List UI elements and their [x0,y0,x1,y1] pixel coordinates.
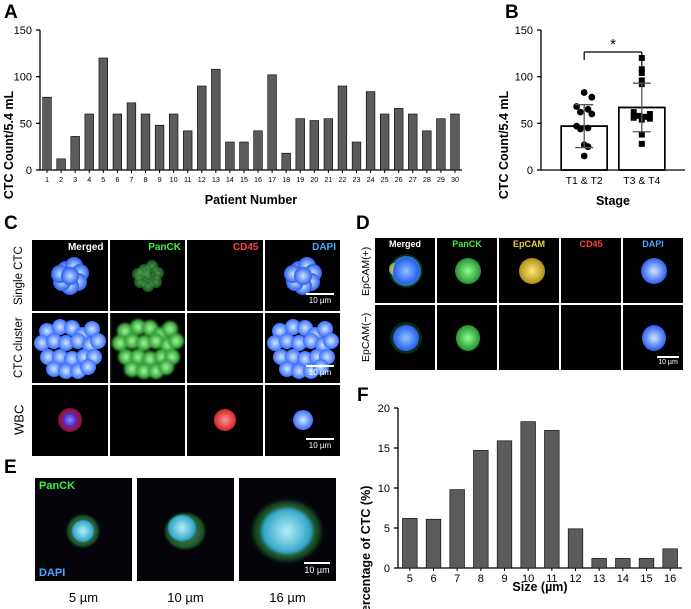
svg-text:7: 7 [129,175,133,184]
svg-text:30: 30 [451,175,459,184]
svg-text:T3 & T4: T3 & T4 [623,175,660,187]
svg-text:0: 0 [384,563,390,575]
svg-text:15: 15 [378,443,390,455]
svg-text:Percentage of CTC (%): Percentage of CTC (%) [359,486,373,609]
svg-text:CTC Count/5.4 mL: CTC Count/5.4 mL [2,90,16,199]
svg-text:22: 22 [338,175,346,184]
svg-text:Stage: Stage [596,194,630,208]
svg-text:*: * [610,36,616,53]
svg-text:18: 18 [282,175,290,184]
svg-text:CTC Count/5.4 mL: CTC Count/5.4 mL [497,90,511,199]
svg-text:Size (µm): Size (µm) [512,580,567,594]
svg-text:24: 24 [367,175,375,184]
svg-text:6: 6 [430,573,436,585]
svg-text:5: 5 [101,175,105,184]
svg-text:9: 9 [158,175,162,184]
svg-text:3: 3 [73,175,77,184]
svg-text:10: 10 [378,483,390,495]
svg-text:15: 15 [240,175,248,184]
svg-text:11: 11 [184,175,191,184]
svg-text:17: 17 [268,175,276,184]
svg-text:21: 21 [324,175,332,184]
svg-text:16: 16 [254,175,262,184]
svg-text:28: 28 [423,175,431,184]
svg-text:7: 7 [454,573,460,585]
svg-text:20: 20 [378,403,390,415]
svg-text:50: 50 [521,118,533,130]
svg-text:19: 19 [296,175,304,184]
svg-text:8: 8 [478,573,484,585]
svg-text:150: 150 [14,25,32,37]
svg-text:6: 6 [115,175,119,184]
svg-text:1: 1 [45,175,49,184]
svg-text:8: 8 [144,175,148,184]
svg-text:4: 4 [87,175,91,184]
svg-text:14: 14 [226,175,234,184]
svg-text:13: 13 [212,175,220,184]
svg-text:12: 12 [569,573,581,585]
svg-text:5: 5 [407,573,413,585]
svg-text:150: 150 [515,25,533,37]
svg-text:16: 16 [664,573,676,585]
svg-text:26: 26 [395,175,403,184]
svg-text:27: 27 [409,175,417,184]
svg-text:13: 13 [593,573,605,585]
svg-text:12: 12 [198,175,206,184]
svg-text:0: 0 [527,165,533,177]
svg-text:14: 14 [617,573,629,585]
svg-text:5: 5 [384,523,390,535]
svg-text:50: 50 [20,118,32,130]
svg-text:10: 10 [170,175,178,184]
svg-text:100: 100 [14,72,32,84]
svg-text:29: 29 [437,175,445,184]
svg-text:25: 25 [381,175,389,184]
svg-text:9: 9 [501,573,507,585]
svg-text:2: 2 [59,175,63,184]
svg-text:23: 23 [353,175,361,184]
svg-text:Patient Number: Patient Number [205,193,298,207]
svg-text:0: 0 [26,165,32,177]
svg-text:20: 20 [310,175,318,184]
svg-text:100: 100 [515,72,533,84]
svg-text:T1 & T2: T1 & T2 [566,175,603,187]
svg-text:15: 15 [640,573,652,585]
